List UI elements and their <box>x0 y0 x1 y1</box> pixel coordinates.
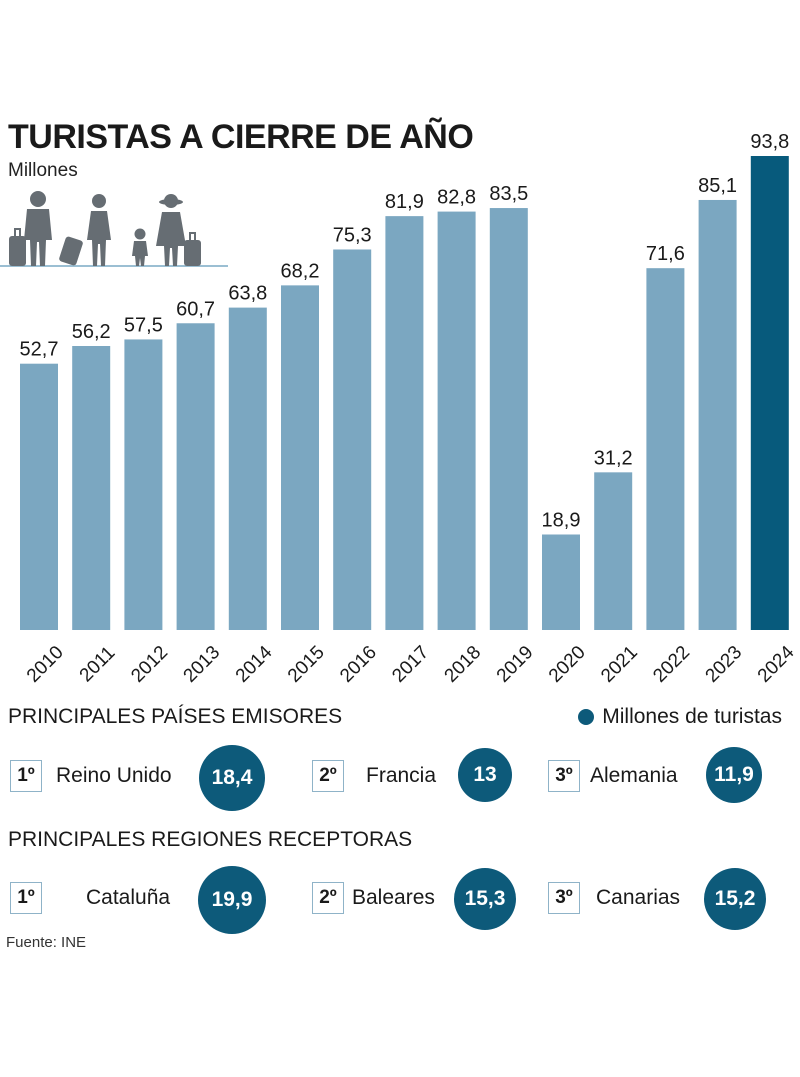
x-tick-label-2015: 2015 <box>284 642 329 687</box>
bar-value-label-2019: 83,5 <box>489 183 528 205</box>
value-circle: 13 <box>458 748 512 802</box>
bar-value-label-2021: 31,2 <box>594 447 633 469</box>
chart-title: TURISTAS A CIERRE DE AÑO <box>8 118 474 156</box>
bar-2023 <box>698 199 737 630</box>
x-tick-label-2021: 2021 <box>597 642 642 687</box>
bar-2013 <box>176 323 215 630</box>
country-name: Francia <box>366 764 437 787</box>
x-tick-label-2010: 2010 <box>23 642 68 687</box>
bar-value-label-2020: 18,9 <box>542 509 581 531</box>
legend: Millones de turistas <box>578 705 782 729</box>
region-name: Canarias <box>596 886 681 909</box>
emisores-title: PRINCIPALES PAÍSES EMISORES <box>8 705 343 728</box>
rank-badge: 1º <box>10 882 42 914</box>
value-circle: 19,9 <box>198 866 266 934</box>
source-note: Fuente: INE <box>6 934 87 951</box>
x-tick-label-2019: 2019 <box>493 642 538 687</box>
x-tick-label-2016: 2016 <box>336 642 381 687</box>
bar-2010 <box>20 363 58 630</box>
tourists-icon <box>0 191 228 267</box>
value-circle: 15,2 <box>704 868 766 930</box>
legend-dot-icon <box>578 709 595 725</box>
bar-value-label-2013: 60,7 <box>176 298 215 320</box>
x-tick-label-2024: 2024 <box>754 642 799 687</box>
bar-chart: 52,7 2010 56,2 2011 57,5 2012 60,7 2013 63,8 2014… <box>0 131 799 687</box>
value-circle: 18,4 <box>199 745 265 811</box>
x-tick-label-2014: 2014 <box>232 642 277 687</box>
country-name: Alemania <box>590 764 678 787</box>
bar-value-label-2018: 82,8 <box>437 187 476 209</box>
bar-2014 <box>228 307 267 630</box>
x-tick-label-2022: 2022 <box>649 642 694 687</box>
rank-badge: 3º <box>548 882 580 914</box>
bar-value-label-2011: 56,2 <box>72 321 111 343</box>
bar-2021 <box>594 472 633 630</box>
bar-value-label-2024: 93,8 <box>750 131 789 153</box>
receptoras-row: 1º Cataluña 19,9 2º Baleares 15,3 3º Can… <box>0 866 800 946</box>
bar-2024 <box>750 156 789 630</box>
legend-label: Millones de turistas <box>602 705 782 728</box>
bar-value-label-2023: 85,1 <box>698 175 737 197</box>
bar-value-label-2010: 52,7 <box>20 339 59 361</box>
receptoras-title: PRINCIPALES REGIONES RECEPTORAS <box>8 828 413 851</box>
value-circle: 11,9 <box>706 747 762 803</box>
bar-value-label-2016: 75,3 <box>333 224 372 246</box>
x-tick-label-2020: 2020 <box>545 642 590 687</box>
x-tick-label-2018: 2018 <box>441 642 486 687</box>
bar-2017 <box>385 216 424 630</box>
bar-2011 <box>72 346 111 630</box>
rank-badge: 2º <box>312 882 344 914</box>
x-tick-label-2011: 2011 <box>76 642 120 686</box>
value-circle: 15,3 <box>454 868 516 930</box>
rank-badge: 2º <box>312 760 344 792</box>
x-tick-label-2012: 2012 <box>127 642 172 687</box>
bar-2019 <box>489 208 528 630</box>
bar-value-label-2022: 71,6 <box>646 243 685 265</box>
x-tick-label-2013: 2013 <box>180 642 225 687</box>
x-tick-label-2023: 2023 <box>702 642 747 687</box>
bar-2015 <box>281 285 319 630</box>
bar-value-label-2017: 81,9 <box>385 191 424 213</box>
rank-badge: 1º <box>10 760 42 792</box>
region-name: Cataluña <box>86 886 171 909</box>
bar-value-label-2015: 68,2 <box>281 260 320 282</box>
bar-2020 <box>542 534 580 630</box>
chart-subtitle: Millones <box>8 160 78 181</box>
emisores-row: 1º Reino Unido 18,4 2º Francia 13 3º Ale… <box>0 744 800 824</box>
country-name: Reino Unido <box>56 764 172 787</box>
x-tick-label-2017: 2017 <box>388 642 433 687</box>
bar-2018 <box>437 211 476 630</box>
bar-2012 <box>124 339 163 630</box>
bar-value-label-2012: 57,5 <box>124 314 163 336</box>
region-name: Baleares <box>352 886 435 909</box>
bar-2016 <box>333 249 372 630</box>
bar-2022 <box>646 268 685 630</box>
bar-value-label-2014: 63,8 <box>228 283 267 305</box>
rank-badge: 3º <box>548 760 580 792</box>
